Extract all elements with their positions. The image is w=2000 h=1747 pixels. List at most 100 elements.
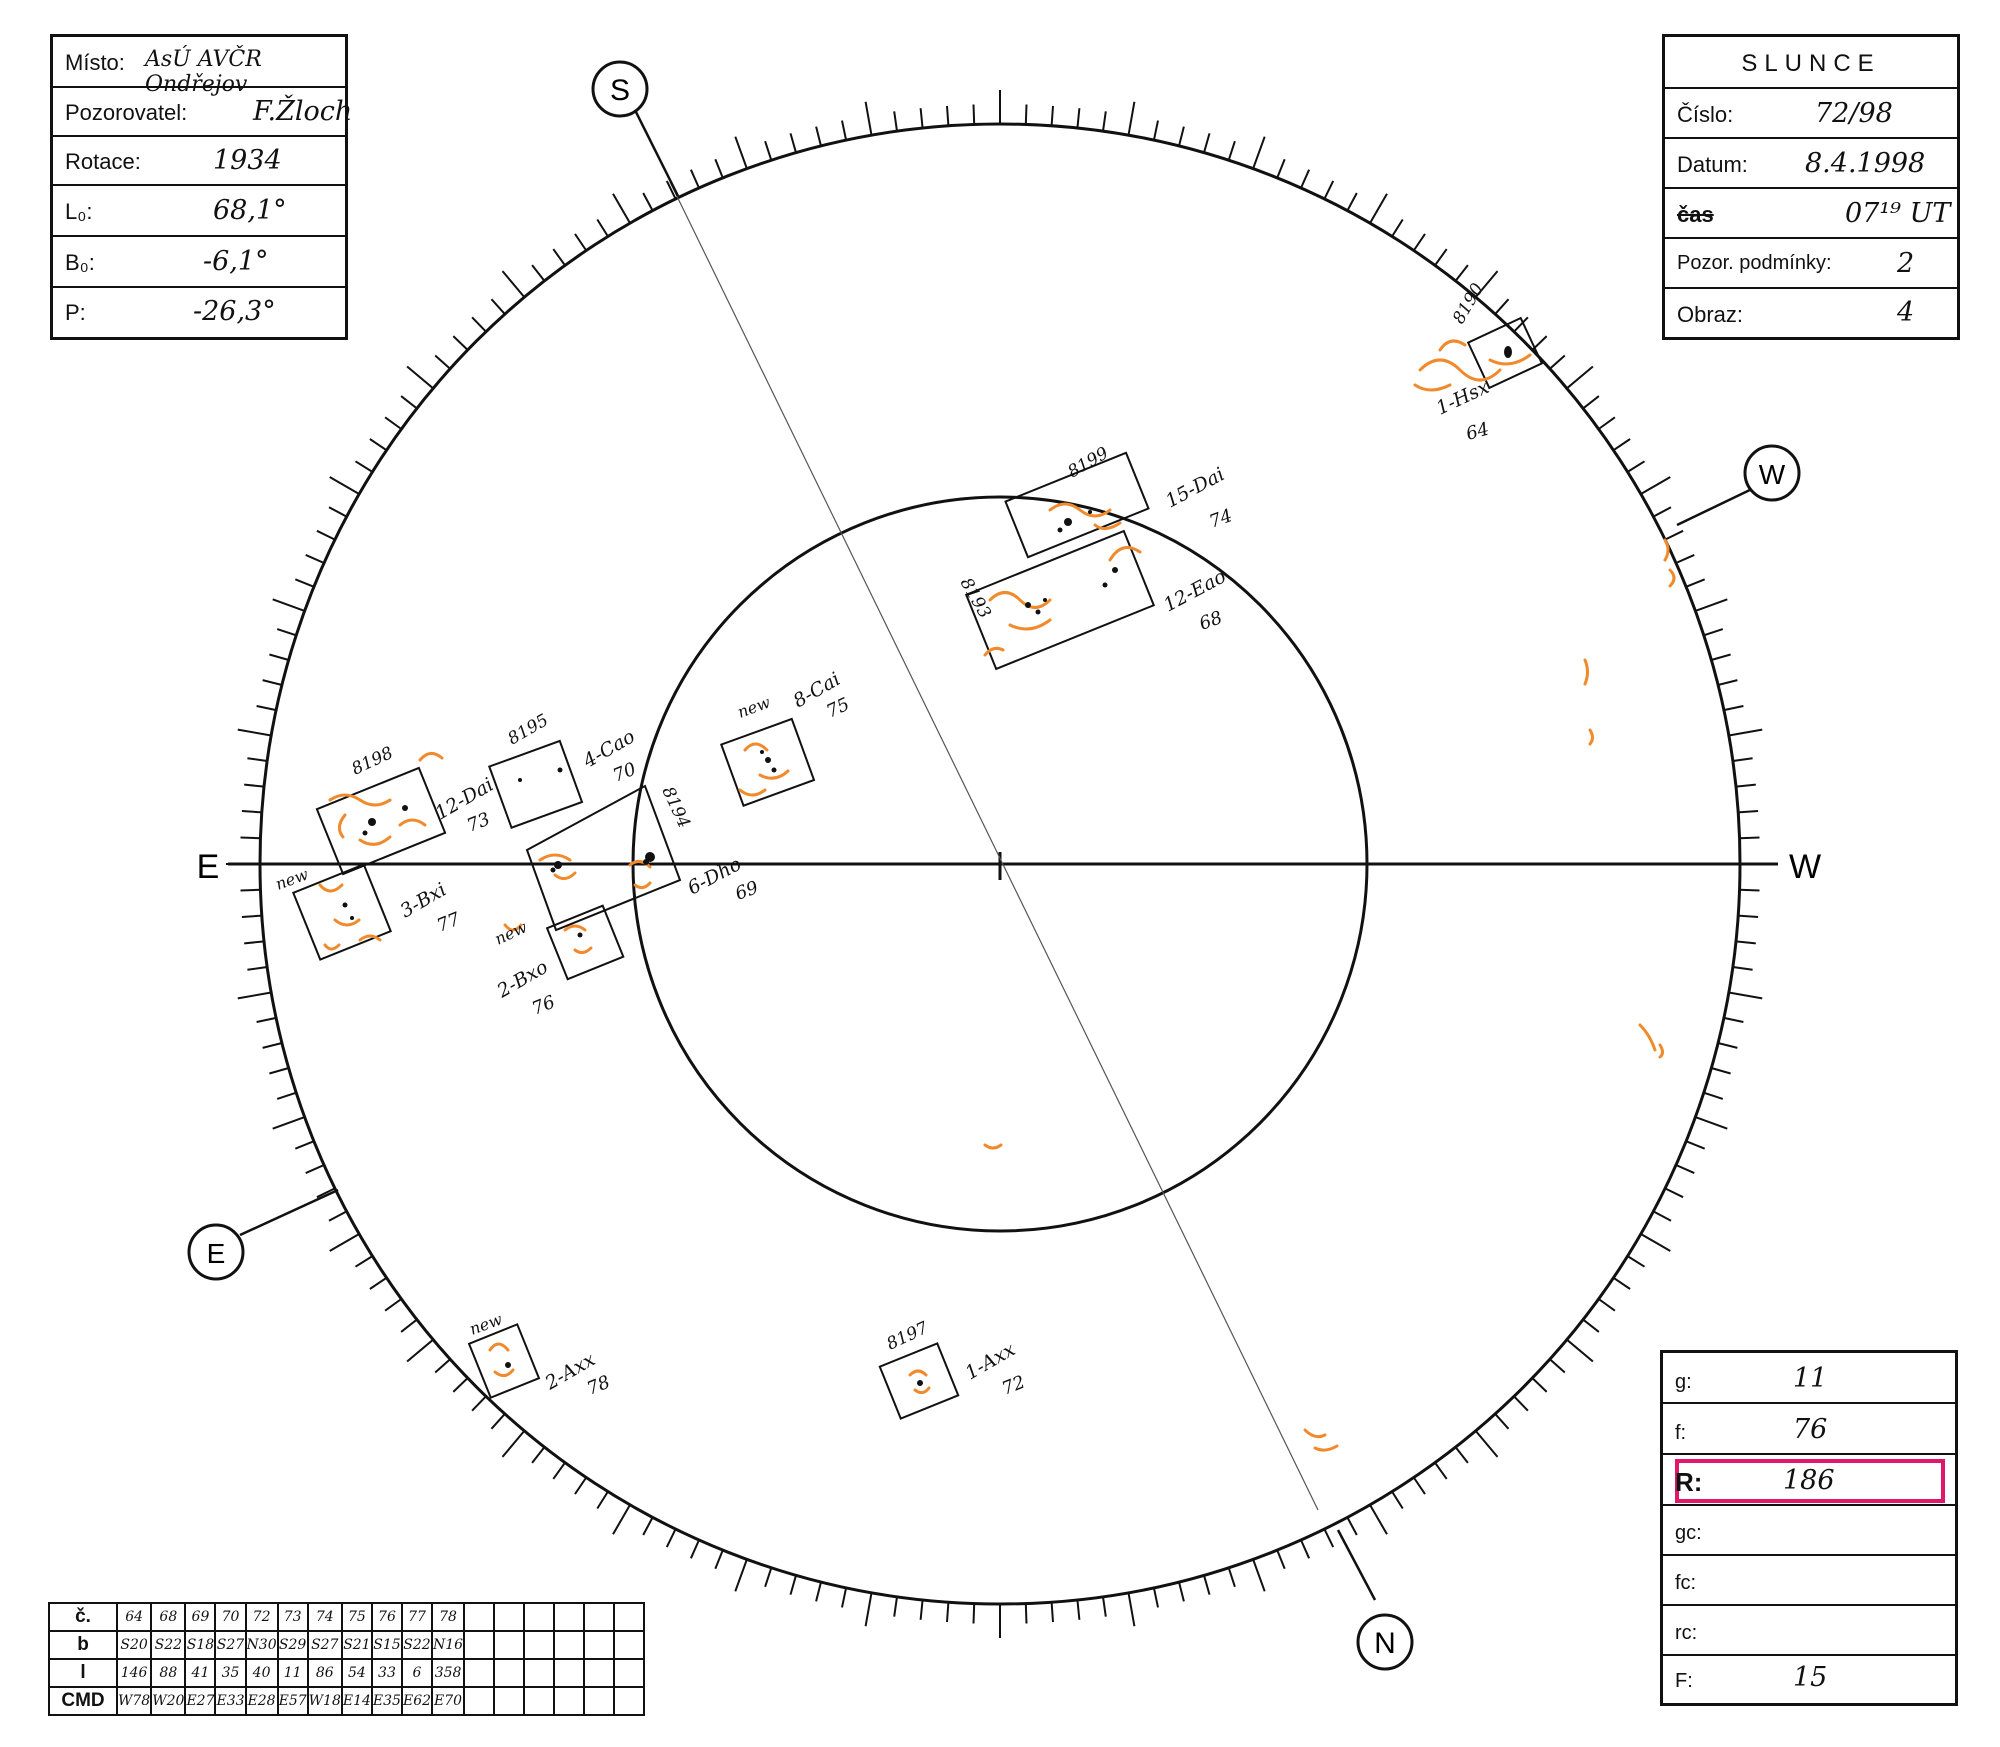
scale-tick bbox=[1391, 1491, 1404, 1510]
table-cell: 73 bbox=[276, 1602, 309, 1632]
north-marker: N bbox=[1356, 1613, 1414, 1671]
table-cell bbox=[613, 1686, 646, 1716]
scale-tick bbox=[294, 1140, 315, 1150]
table-cell: 358 bbox=[431, 1658, 466, 1688]
scale-tick bbox=[1652, 506, 1672, 518]
table-cell: 35 bbox=[214, 1658, 247, 1688]
scale-tick bbox=[247, 757, 268, 762]
scale-tick bbox=[1276, 158, 1286, 179]
scale-tick bbox=[1102, 1596, 1107, 1617]
scale-tick bbox=[1412, 1476, 1426, 1495]
table-cell: 88 bbox=[150, 1658, 187, 1688]
table-cell: 74 bbox=[306, 1602, 343, 1632]
scale-tick bbox=[276, 1091, 297, 1100]
group-coordinates-table: č. 64 68 69 70 72 73 74 75 76 77 78 b S20 S22 S18 S27 N30… bbox=[48, 1602, 646, 1716]
group-count-label: 76 bbox=[529, 992, 558, 1020]
header-value: 72/98 bbox=[1815, 98, 1893, 129]
stats-label: fc: bbox=[1675, 1572, 1697, 1594]
scale-tick bbox=[972, 1603, 976, 1624]
info-row-observer: Pozorovatel: F.Žloch bbox=[53, 88, 352, 137]
header-label: čas bbox=[1677, 202, 1714, 227]
scale-tick bbox=[369, 438, 388, 452]
axis-label-west: W bbox=[1789, 848, 1821, 886]
stats-row-rc: rc: bbox=[1663, 1606, 1955, 1656]
scale-tick bbox=[1391, 218, 1404, 237]
scale-tick bbox=[1664, 1187, 1684, 1199]
scale-tick bbox=[642, 192, 654, 212]
table-cell: 41 bbox=[184, 1658, 217, 1688]
scale-tick bbox=[946, 105, 950, 126]
scale-tick bbox=[1152, 1587, 1159, 1608]
scale-tick bbox=[1076, 1599, 1081, 1620]
scale-tick bbox=[1695, 598, 1728, 612]
table-cell bbox=[553, 1630, 586, 1660]
table-cell: N16 bbox=[431, 1630, 466, 1660]
scale-tick bbox=[471, 1395, 487, 1412]
scale-tick bbox=[689, 169, 700, 189]
east-pointer-line bbox=[239, 1188, 339, 1237]
group-class-label: 1-Hsx bbox=[1433, 376, 1493, 420]
scale-tick bbox=[1454, 1446, 1469, 1464]
frame-new-2-bxo bbox=[545, 904, 625, 981]
scale-tick bbox=[272, 598, 305, 612]
table-row: l 146 88 41 35 40 11 86 54 33 6 358 bbox=[48, 1658, 646, 1688]
scale-tick bbox=[1474, 270, 1499, 298]
stats-row-r: R: 186 bbox=[1663, 1455, 1955, 1506]
table-cell bbox=[463, 1630, 496, 1660]
scale-tick bbox=[400, 1318, 418, 1333]
scale-tick bbox=[1454, 264, 1469, 282]
scale-tick bbox=[1076, 108, 1081, 129]
scale-tick bbox=[1566, 1338, 1594, 1363]
scale-tick bbox=[789, 133, 797, 153]
scale-tick bbox=[665, 1528, 677, 1548]
scale-tick bbox=[1612, 1276, 1631, 1290]
info-value: F.Žloch bbox=[253, 96, 353, 127]
scale-tick bbox=[1640, 476, 1671, 495]
scale-tick bbox=[269, 1067, 289, 1075]
scale-tick bbox=[1549, 354, 1566, 370]
scale-tick bbox=[864, 101, 873, 136]
scale-tick bbox=[1728, 728, 1763, 737]
south-marker: S bbox=[591, 60, 649, 118]
scale-tick bbox=[1640, 1233, 1671, 1252]
scale-tick bbox=[1252, 1559, 1266, 1592]
scale-tick bbox=[1494, 1413, 1510, 1430]
scale-tick bbox=[1300, 1539, 1311, 1559]
header-label: Datum: bbox=[1677, 152, 1748, 177]
group-count-label: 69 bbox=[733, 877, 762, 905]
table-cell: N30 bbox=[244, 1630, 279, 1660]
frame-8197 bbox=[878, 1342, 960, 1420]
scale-tick bbox=[501, 1430, 526, 1458]
stats-row-g: g: 11 bbox=[1663, 1353, 1955, 1404]
scale-tick bbox=[1675, 553, 1695, 564]
stats-label: rc: bbox=[1675, 1622, 1698, 1644]
table-cell bbox=[523, 1630, 556, 1660]
west-pointer-line bbox=[1676, 486, 1755, 527]
table-cell bbox=[463, 1602, 496, 1632]
scale-tick bbox=[1276, 1549, 1286, 1570]
scale-tick bbox=[384, 416, 402, 430]
table-cell: W78 bbox=[115, 1686, 153, 1716]
header-value: 8.4.1998 bbox=[1805, 148, 1926, 179]
scale-tick bbox=[316, 529, 336, 541]
scale-tick bbox=[434, 354, 451, 370]
group-frames bbox=[291, 316, 1544, 1420]
stats-label: gc: bbox=[1675, 1522, 1702, 1544]
scale-tick bbox=[490, 1413, 506, 1430]
scale-tick bbox=[1227, 1567, 1236, 1588]
scale-tick bbox=[1127, 1592, 1136, 1627]
scale-tick bbox=[1127, 101, 1136, 136]
table-cell: 33 bbox=[370, 1658, 403, 1688]
scale-tick bbox=[1549, 1358, 1566, 1374]
scale-tick bbox=[1652, 1210, 1672, 1222]
header-value: 4 bbox=[1897, 297, 1915, 328]
group-number-label: 8198 bbox=[349, 743, 397, 779]
header-value: 07¹⁹ UT bbox=[1845, 198, 1951, 229]
scale-tick bbox=[247, 966, 268, 971]
scale-tick bbox=[1723, 705, 1744, 712]
rotation-axis bbox=[669, 181, 1319, 1511]
info-label: L₀: bbox=[65, 199, 93, 224]
scale-tick bbox=[1513, 316, 1529, 333]
scale-tick bbox=[240, 888, 261, 892]
table-cell: 75 bbox=[340, 1602, 373, 1632]
